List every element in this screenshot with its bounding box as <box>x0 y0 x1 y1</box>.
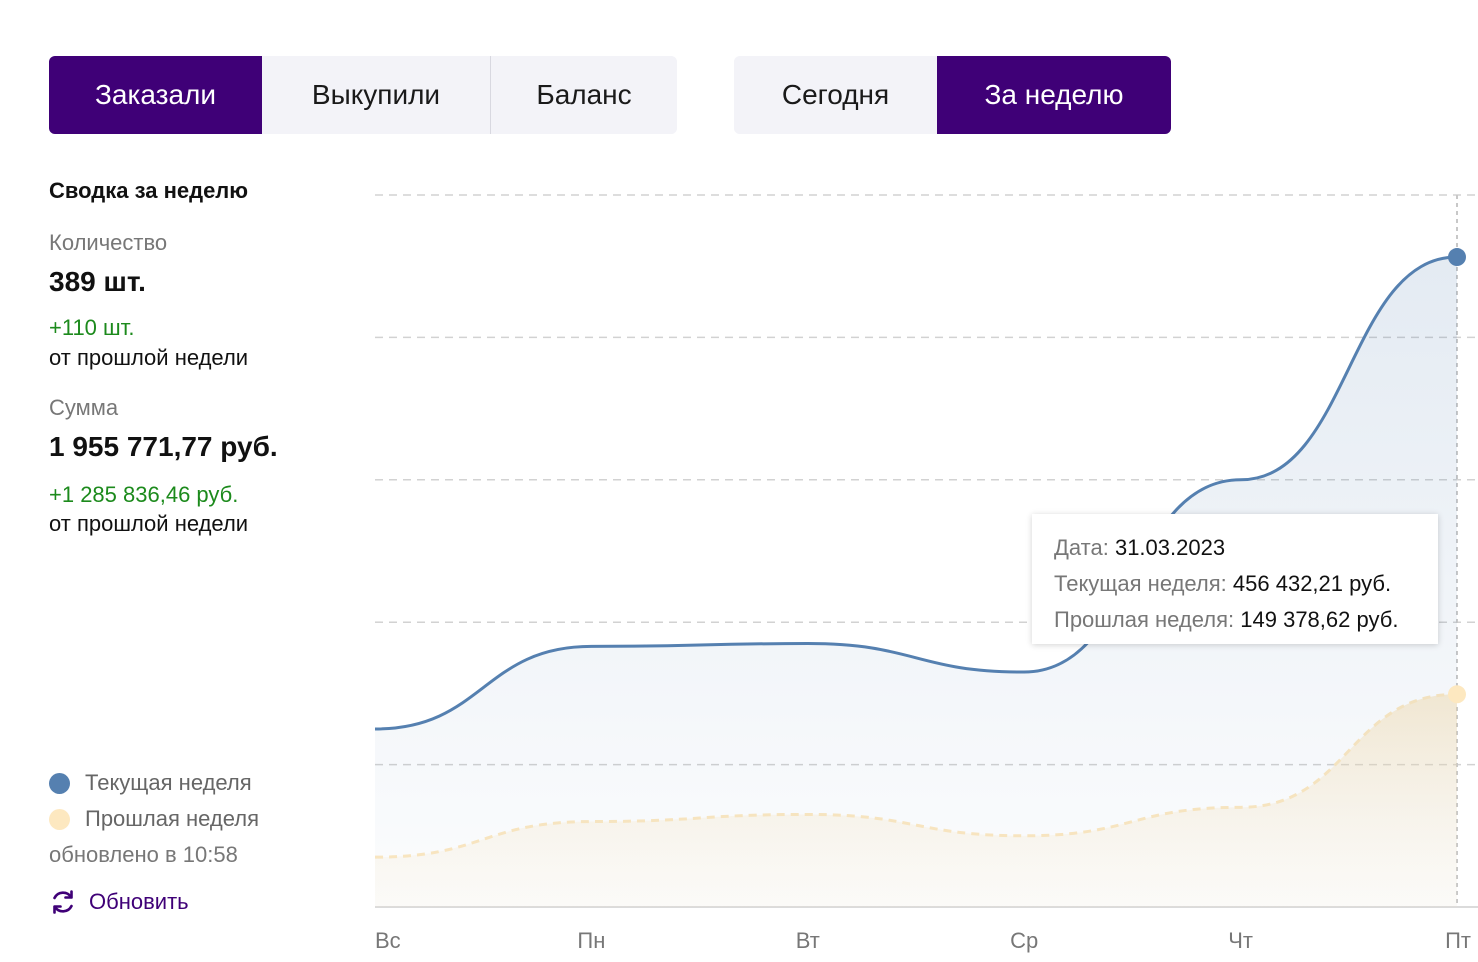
legend-current-dot <box>49 772 70 794</box>
tooltip-date-label: Дата: <box>1054 535 1109 560</box>
tooltip-date-value: 31.03.2023 <box>1114 535 1226 560</box>
tooltip-current-value: 456 432,21 руб. <box>1232 571 1392 596</box>
x-tick-label: Чт <box>1228 928 1253 953</box>
hover-point-0 <box>1448 248 1466 267</box>
summary-title: Сводка за неделю <box>49 178 249 203</box>
chart-tooltip: Дата: 31.03.2023 Текущая неделя: 456 432… <box>1032 514 1438 644</box>
quantity-delta: +110 шт. <box>49 315 135 340</box>
quantity-delta-note: от прошлой недели <box>49 345 249 370</box>
legend-current: Текущая неделя <box>49 770 252 796</box>
refresh-icon <box>53 890 73 914</box>
x-tick-label: Вс <box>375 928 401 953</box>
refresh-button[interactable]: Обновить <box>49 888 189 916</box>
tooltip-previous-label: Прошлая неделя: <box>1054 607 1235 632</box>
legend-previous-dot <box>49 808 70 830</box>
x-tick-label: Вт <box>796 928 820 953</box>
sum-label: Сумма <box>49 395 119 420</box>
series-line-0 <box>374 255 1458 731</box>
tooltip-current-label: Текущая неделя: <box>1054 571 1227 596</box>
refresh-label: Обновить <box>89 889 189 914</box>
x-tick-label: Пт <box>1445 928 1471 953</box>
legend-previous-label: Прошлая неделя <box>85 806 260 831</box>
x-tick-label: Пн <box>577 928 605 953</box>
period-tab-group: Сегодня За неделю <box>734 56 1171 134</box>
quantity-label: Количество <box>49 230 168 255</box>
quantity-value: 389 шт. <box>49 266 146 297</box>
hover-point-1 <box>1448 685 1466 704</box>
tab-bought-out[interactable]: Выкупили <box>262 56 490 134</box>
tooltip-current-row: Текущая неделя: 456 432,21 руб. <box>1054 566 1438 602</box>
tab-ordered[interactable]: Заказали <box>49 56 262 134</box>
sum-value: 1 955 771,77 руб. <box>49 431 278 462</box>
tooltip-previous-row: Прошлая неделя: 149 378,62 руб. <box>1054 602 1438 638</box>
tooltip-previous-value: 149 378,62 руб. <box>1240 607 1399 632</box>
updated-time: обновлено в 10:58 <box>49 842 238 867</box>
metric-tab-group: Заказали Выкупили Баланс <box>49 56 677 134</box>
tab-balance[interactable]: Баланс <box>490 56 677 134</box>
tooltip-date-row: Дата: 31.03.2023 <box>1054 530 1438 566</box>
sum-delta-note: от прошлой недели <box>49 511 249 536</box>
series-area-0 <box>375 257 1457 907</box>
x-tick-label: Ср <box>1010 928 1038 953</box>
legend-current-label: Текущая неделя <box>85 770 252 795</box>
tab-week[interactable]: За неделю <box>937 56 1171 134</box>
tab-today[interactable]: Сегодня <box>734 56 937 134</box>
sum-delta: +1 285 836,46 руб. <box>49 482 239 507</box>
legend-previous: Прошлая неделя <box>49 806 259 832</box>
